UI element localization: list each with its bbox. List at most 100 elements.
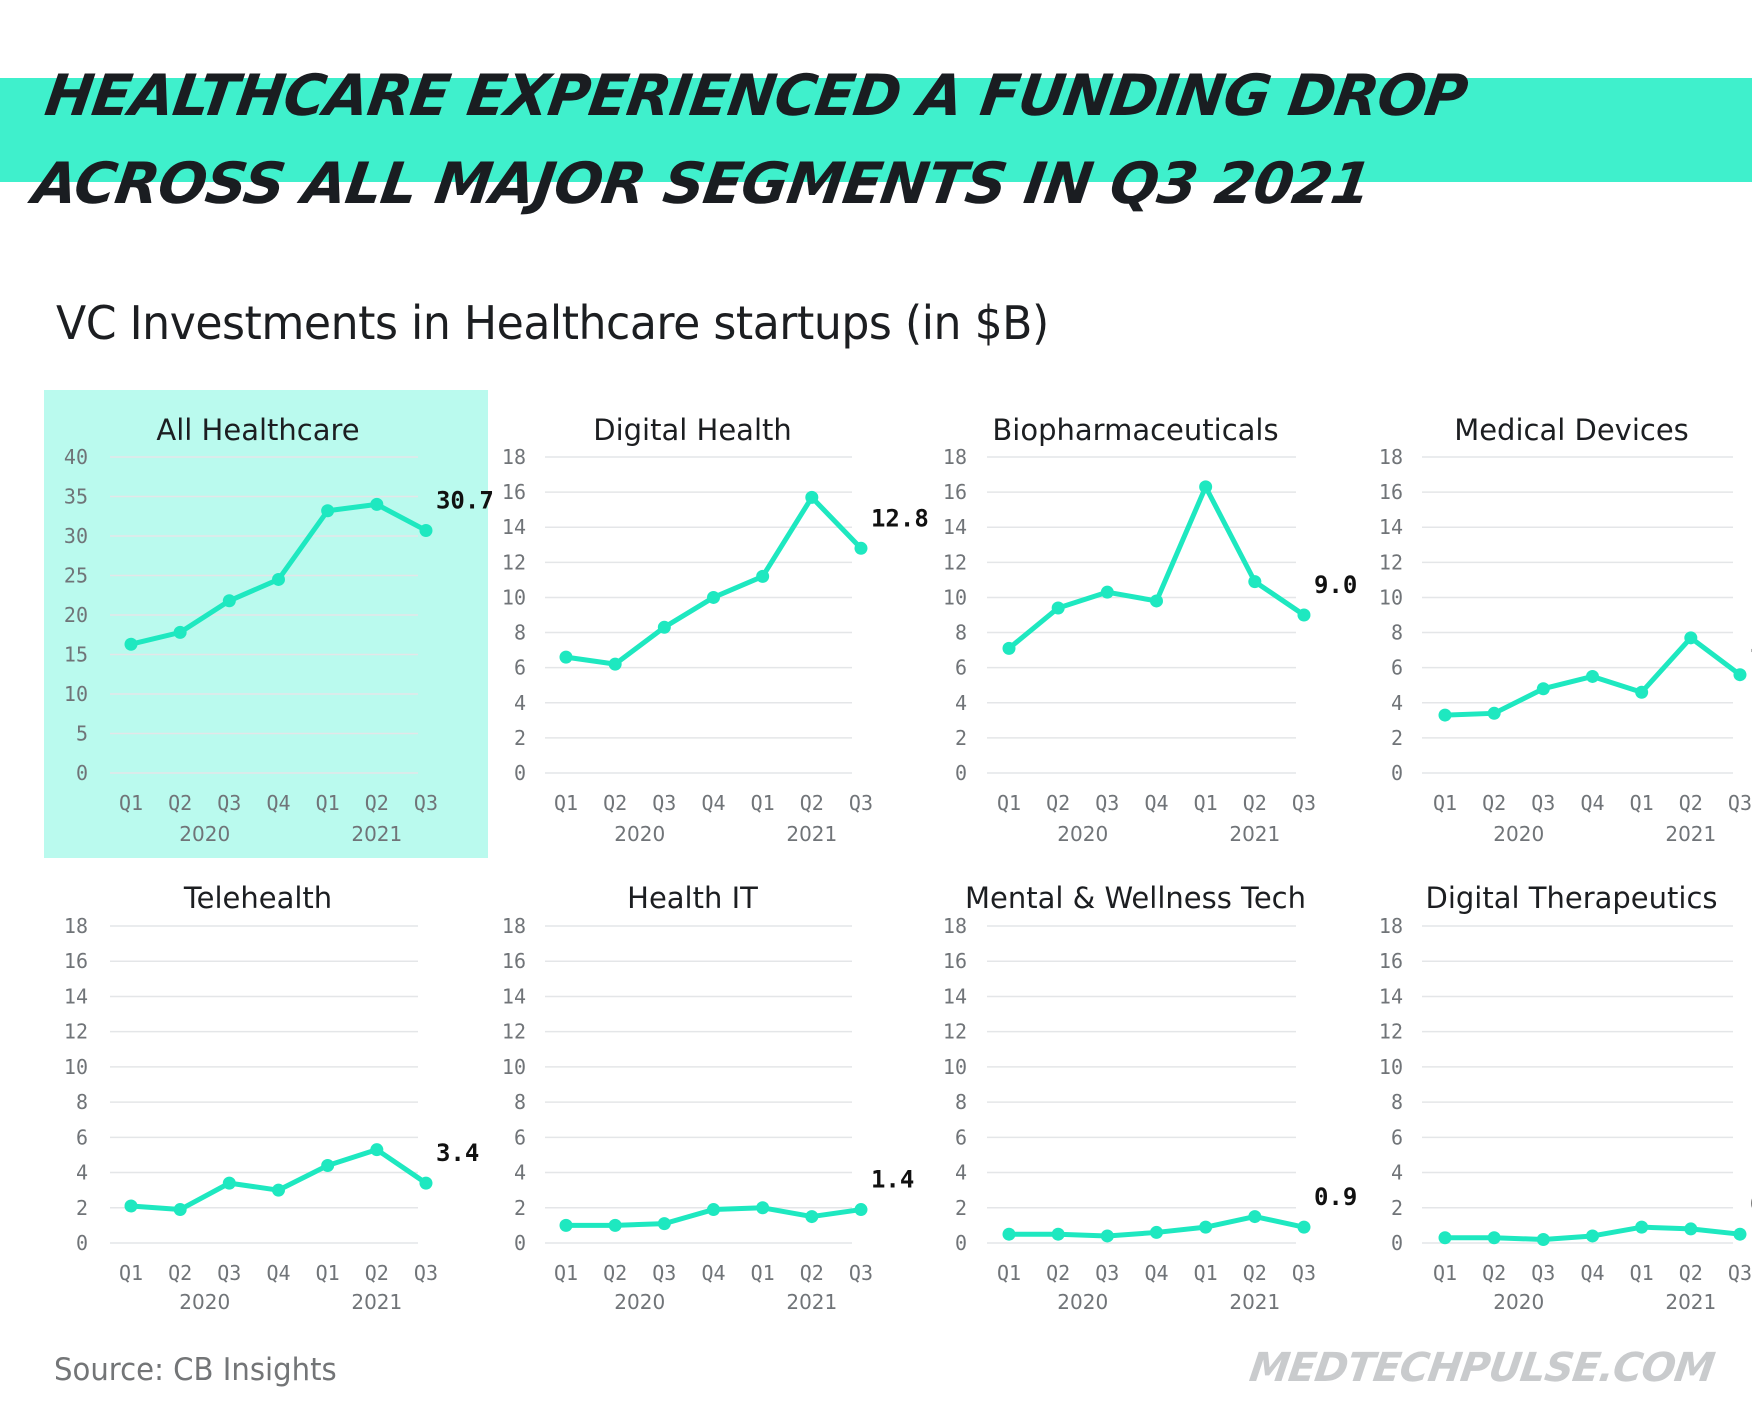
x-tick-label: Q2 — [1679, 1261, 1703, 1285]
y-tick-label: 0 — [76, 761, 88, 785]
data-point — [124, 1199, 138, 1213]
x-tick-label: Q3 — [1095, 1261, 1119, 1285]
chart-panel-medical-devices: Medical Devices 0 2 4 6 8 10 12 14 16 18 Q1 Q2 Q3 Q4 Q1… — [1379, 413, 1752, 846]
data-point — [1149, 594, 1163, 608]
data-point — [1297, 608, 1311, 622]
x-tick-label: Q4 — [1580, 1261, 1604, 1285]
data-point — [124, 637, 138, 651]
x-tick-label: Q2 — [603, 791, 627, 815]
y-tick-label: 14 — [502, 515, 526, 539]
x-tick-label: Q1 — [316, 791, 340, 815]
year-label: 2020 — [614, 1290, 665, 1314]
chart-panel-mental-wellness-tech: Mental & Wellness Tech 0 2 4 6 8 10 12 14 16 18 Q1 Q… — [943, 881, 1357, 1314]
chart-subtitle: VC Investments in Healthcare startups (i… — [56, 296, 1049, 350]
y-tick-label: 18 — [943, 445, 967, 469]
x-tick-label: Q3 — [414, 791, 438, 815]
y-tick-label: 16 — [943, 480, 967, 504]
y-tick-label: 8 — [955, 1090, 967, 1114]
y-tick-label: 35 — [64, 485, 88, 509]
data-point — [173, 625, 187, 639]
y-tick-label: 14 — [502, 984, 526, 1008]
x-tick-label: Q1 — [1433, 791, 1457, 815]
data-point — [1536, 682, 1550, 696]
x-tick-label: Q3 — [1728, 791, 1752, 815]
data-point — [1684, 1222, 1698, 1236]
data-point — [1199, 1220, 1213, 1234]
data-point — [854, 541, 868, 555]
year-label: 2021 — [1229, 1290, 1280, 1314]
chart-title: All Healthcare — [156, 413, 359, 447]
x-tick-label: Q2 — [1679, 791, 1703, 815]
data-point — [1248, 575, 1262, 589]
x-tick-label: Q1 — [1433, 1261, 1457, 1285]
chart-panel-biopharmaceuticals: Biopharmaceuticals 0 2 4 6 8 10 12 14 16 18 Q1 Q2 Q3 Q… — [943, 413, 1357, 846]
year-label: 2020 — [1057, 822, 1108, 846]
end-value-label: 0.9 — [1314, 1183, 1357, 1211]
y-tick-label: 10 — [502, 1055, 526, 1079]
year-label: 2021 — [351, 1290, 402, 1314]
y-tick-label: 14 — [943, 984, 967, 1008]
chart-title: Biopharmaceuticals — [992, 413, 1278, 447]
highlight-background — [44, 390, 488, 858]
x-tick-label: Q3 — [1095, 791, 1119, 815]
data-point — [1536, 1232, 1550, 1246]
data-point — [608, 657, 622, 671]
x-tick-label: Q1 — [1630, 1261, 1654, 1285]
data-point — [805, 490, 819, 504]
data-point — [1051, 601, 1065, 615]
y-tick-label: 2 — [76, 1196, 88, 1220]
y-tick-label: 2 — [1391, 726, 1403, 750]
y-tick-label: 18 — [502, 445, 526, 469]
y-tick-label: 18 — [502, 914, 526, 938]
data-point — [805, 1210, 819, 1224]
y-tick-label: 8 — [514, 621, 526, 645]
y-tick-label: 15 — [64, 643, 88, 667]
x-tick-label: Q3 — [217, 791, 241, 815]
data-point — [1585, 669, 1599, 683]
data-point — [559, 650, 573, 664]
chart-panel-health-it: Health IT 0 2 4 6 8 10 12 14 16 18 Q1 Q2 Q3 Q4 Q1 Q2 Q3 20… — [502, 881, 914, 1314]
chart-panel-digital-therapeutics: Digital Therapeutics 0 2 4 6 8 10 12 14 16 18 Q1 Q2 Q… — [1379, 881, 1752, 1314]
chart-title: Digital Health — [593, 413, 792, 447]
x-tick-label: Q1 — [1194, 1261, 1218, 1285]
x-tick-label: Q3 — [414, 1261, 438, 1285]
x-tick-label: Q3 — [652, 1261, 676, 1285]
data-point — [756, 1201, 770, 1215]
y-tick-label: 12 — [943, 1020, 967, 1044]
x-tick-label: Q4 — [266, 1261, 290, 1285]
year-label: 2021 — [1665, 822, 1716, 846]
y-tick-label: 0 — [76, 1231, 88, 1255]
x-tick-label: Q2 — [1482, 1261, 1506, 1285]
data-point — [1002, 1227, 1016, 1241]
data-point — [657, 1217, 671, 1231]
year-label: 2020 — [1493, 1290, 1544, 1314]
data-point — [657, 620, 671, 634]
y-tick-label: 2 — [514, 726, 526, 750]
year-label: 2021 — [786, 1290, 837, 1314]
x-tick-label: Q1 — [554, 791, 578, 815]
y-tick-label: 4 — [955, 691, 967, 715]
y-tick-label: 0 — [1391, 1231, 1403, 1255]
y-tick-label: 12 — [64, 1020, 88, 1044]
data-point — [1051, 1227, 1065, 1241]
y-tick-label: 40 — [64, 445, 88, 469]
y-tick-label: 4 — [1391, 691, 1403, 715]
x-tick-label: Q4 — [1580, 791, 1604, 815]
x-tick-label: Q1 — [119, 1261, 143, 1285]
year-label: 2021 — [1229, 822, 1280, 846]
data-point — [222, 594, 236, 608]
headline-band — [0, 78, 1752, 182]
y-tick-label: 14 — [1379, 515, 1403, 539]
x-tick-label: Q3 — [1531, 1261, 1555, 1285]
end-value-label: 9.0 — [1314, 571, 1357, 599]
y-tick-label: 8 — [76, 1090, 88, 1114]
y-tick-label: 0 — [955, 761, 967, 785]
data-point — [608, 1218, 622, 1232]
series-line — [563, 494, 864, 667]
y-tick-label: 6 — [514, 656, 526, 680]
x-tick-label: Q2 — [1482, 791, 1506, 815]
x-tick-label: Q4 — [266, 791, 290, 815]
y-tick-label: 8 — [955, 621, 967, 645]
chart-title: Mental & Wellness Tech — [965, 881, 1306, 915]
y-tick-label: 16 — [1379, 480, 1403, 504]
